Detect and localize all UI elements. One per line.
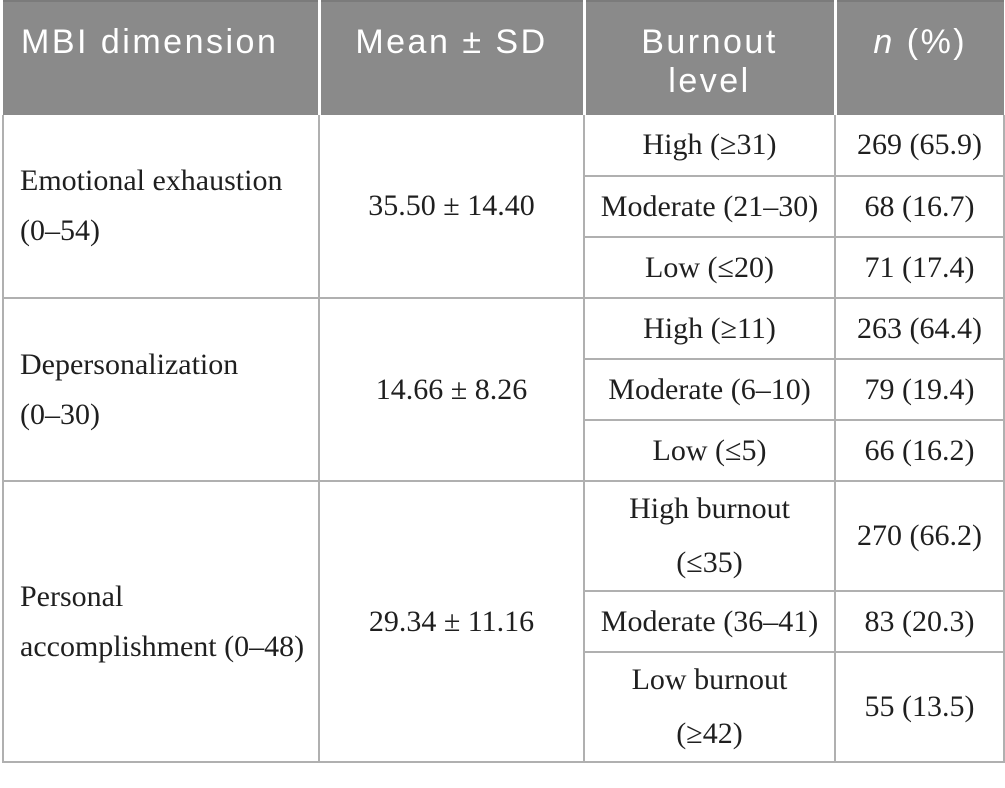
table-row: Emotional exhaustion (0–54) 35.50 ± 14.4… bbox=[2, 115, 1005, 299]
burnout-level-cell: Moderate (21–30) bbox=[583, 175, 836, 238]
dimension-cell-personal-accomplishment: Personal accomplishment (0–48) bbox=[2, 480, 320, 763]
col-header-mbi-dimension: MBI dimension bbox=[3, 0, 319, 115]
mean-sd-cell: 29.34 ± 11.16 bbox=[318, 480, 585, 763]
burnout-level-cell: Low (≤20) bbox=[583, 236, 836, 299]
n-percent-cell: 55 (13.5) bbox=[834, 651, 1005, 763]
burnout-level-cell: Low (≤5) bbox=[583, 419, 836, 482]
table-row: Low (≤5) 66 (16.2) bbox=[3, 419, 1005, 482]
n-percent-suffix: (%) bbox=[894, 23, 968, 61]
table-row: Moderate (21–30) 68 (16.7) bbox=[3, 175, 1005, 238]
n-percent-cell: 269 (65.9) bbox=[834, 115, 1005, 177]
header-row: MBI dimension Mean ± SD Burnout level n … bbox=[3, 0, 1004, 115]
table-header: MBI dimension Mean ± SD Burnout level n … bbox=[3, 0, 1004, 115]
n-percent-cell: 263 (64.4) bbox=[834, 297, 1005, 360]
table-row: Personal accomplishment (0–48) 29.34 ± 1… bbox=[2, 480, 1005, 763]
table-row: Low (≤20) 71 (17.4) bbox=[3, 236, 1005, 299]
n-percent-cell: 68 (16.7) bbox=[834, 175, 1005, 238]
col-header-mean-sd: Mean ± SD bbox=[317, 0, 584, 115]
burnout-level-cell: Moderate (36–41) bbox=[583, 590, 836, 653]
mbi-burnout-table: MBI dimension Mean ± SD Burnout level n … bbox=[2, 0, 1005, 763]
n-percent-cell: 71 (17.4) bbox=[834, 236, 1005, 299]
dimension-cell-emotional-exhaustion: Emotional exhaustion (0–54) bbox=[2, 115, 320, 299]
n-percent-cell: 83 (20.3) bbox=[834, 590, 1005, 653]
n-percent-cell: 79 (19.4) bbox=[834, 358, 1005, 421]
mean-sd-cell: 14.66 ± 8.26 bbox=[318, 297, 585, 482]
burnout-level-cell: High (≥11) bbox=[583, 297, 836, 360]
mean-sd-cell: 35.50 ± 14.40 bbox=[318, 115, 585, 299]
n-percent-cell: 270 (66.2) bbox=[834, 480, 1005, 592]
n-symbol: n bbox=[873, 23, 895, 61]
burnout-level-cell: Low burnout (≥42) bbox=[583, 651, 836, 763]
col-header-n-percent: n (%) bbox=[833, 0, 1004, 115]
col-header-burnout-level: Burnout level bbox=[582, 0, 835, 115]
burnout-level-cell: Moderate (6–10) bbox=[583, 358, 836, 421]
table-row: Moderate (6–10) 79 (19.4) bbox=[3, 358, 1005, 421]
table-row: Moderate (36–41) 83 (20.3) bbox=[3, 590, 1005, 653]
dimension-cell-depersonalization: Depersonalization (0–30) bbox=[2, 297, 320, 482]
n-percent-cell: 66 (16.2) bbox=[834, 419, 1005, 482]
burnout-level-cell: High burnout (≤35) bbox=[583, 480, 836, 592]
table-row: Depersonalization (0–30) 14.66 ± 8.26 Hi… bbox=[2, 297, 1005, 482]
table-body: Emotional exhaustion (0–54) 35.50 ± 14.4… bbox=[2, 115, 1005, 763]
table-row: Low burnout (≥42) 55 (13.5) bbox=[3, 651, 1005, 763]
burnout-level-cell: High (≥31) bbox=[583, 115, 836, 177]
